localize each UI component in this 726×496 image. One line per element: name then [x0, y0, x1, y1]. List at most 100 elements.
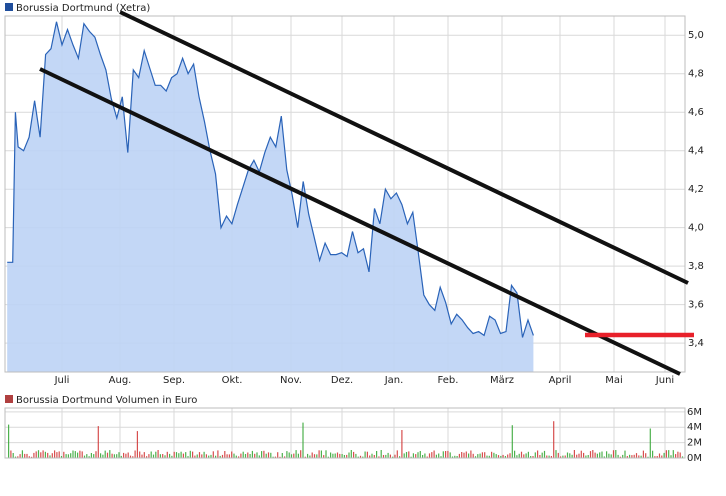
upper-trend-line — [119, 10, 689, 285]
volume-bar — [518, 453, 520, 458]
volume-bar — [608, 453, 610, 458]
volume-bar — [553, 421, 555, 458]
volume-bar — [633, 454, 635, 458]
volume-bar — [81, 451, 83, 458]
volume-bar — [60, 456, 63, 458]
volume-bar — [394, 454, 396, 458]
volume-bar — [187, 456, 189, 458]
volume-bar — [242, 451, 244, 458]
volume-bar — [640, 455, 642, 458]
volume-bar — [297, 453, 299, 458]
volume-bar — [514, 450, 516, 458]
volume-bar — [224, 451, 226, 458]
volume-bar — [658, 453, 661, 458]
volume-bar — [341, 454, 343, 458]
volume-bar — [293, 453, 295, 458]
volume-bar — [546, 455, 548, 458]
volume-bar — [431, 452, 433, 458]
volume-bar — [88, 456, 90, 458]
volume-bar — [681, 456, 684, 458]
volume-bar — [54, 450, 56, 458]
volume-bar — [166, 451, 168, 458]
volume-bar — [477, 454, 479, 458]
volume-bar — [564, 455, 566, 458]
volume-bar — [557, 452, 559, 458]
volume-bar — [396, 450, 398, 458]
volume-bar — [339, 453, 341, 458]
volume-bar — [405, 452, 408, 458]
price-y-tick-label: 4,8 — [688, 69, 704, 80]
volume-y-tick-label: 0M — [687, 453, 702, 464]
volume-bar — [647, 456, 649, 458]
volume-bar — [86, 454, 88, 458]
volume-bar — [51, 453, 53, 458]
volume-bar — [484, 452, 486, 458]
volume-bar — [249, 454, 251, 458]
volume-bar — [445, 451, 447, 458]
volume-bar — [569, 453, 571, 458]
volume-bar — [497, 455, 500, 458]
volume-bar — [109, 450, 111, 458]
volume-bar — [433, 450, 435, 458]
volume-bar — [281, 453, 283, 458]
volume-bar — [387, 452, 389, 458]
volume-bar — [424, 453, 426, 458]
volume-bar — [543, 450, 546, 458]
volume-bar — [90, 453, 92, 458]
volume-bar — [555, 450, 557, 458]
volume-bar — [504, 456, 506, 458]
volume-bar — [454, 455, 456, 458]
volume-bar — [458, 453, 460, 458]
volume-bar — [468, 453, 470, 458]
volume-bar — [366, 451, 368, 458]
volume-bar — [403, 453, 405, 458]
price-y-tick-label: 3,4 — [688, 338, 704, 349]
volume-bar — [392, 456, 394, 458]
volume-bar — [212, 451, 214, 458]
volume-bar — [210, 454, 212, 458]
volume-bar — [601, 451, 603, 458]
volume-bar — [357, 456, 359, 458]
volume-bar — [382, 455, 385, 458]
volume-bar — [157, 450, 159, 458]
volume-bar — [77, 452, 79, 458]
volume-bar — [410, 456, 412, 458]
volume-bar — [419, 451, 421, 458]
volume-bar — [415, 454, 417, 458]
volume-bar — [231, 451, 233, 458]
price-y-ticks: 5,0 4,8 4,6 4,4 4,2 4,0 3,8 3,6 3,4 — [688, 30, 704, 349]
volume-bar — [610, 454, 612, 458]
volume-legend-swatch — [5, 395, 13, 403]
volume-bar — [578, 453, 580, 458]
volume-bar — [67, 454, 69, 458]
volume-bar — [286, 451, 288, 458]
volume-bar — [359, 455, 362, 458]
volume-bar — [488, 455, 490, 458]
volume-bar — [509, 453, 511, 458]
volume-bar — [150, 451, 152, 458]
volume-bar — [35, 451, 37, 458]
volume-bar — [127, 452, 129, 458]
volume-bar — [665, 450, 667, 458]
volume-bar — [652, 450, 654, 458]
volume-bar — [456, 456, 458, 458]
volume-bar — [129, 455, 132, 458]
volume-bar — [263, 450, 265, 458]
volume-bar — [493, 452, 495, 458]
volume-bar — [615, 450, 617, 458]
volume-bar — [31, 456, 33, 458]
volume-bar — [412, 453, 414, 458]
volume-bar — [44, 451, 46, 458]
volume-bar — [438, 453, 440, 458]
volume-bars — [8, 421, 684, 458]
volume-bar — [589, 451, 592, 458]
volume-bar — [527, 451, 529, 458]
price-line — [7, 21, 534, 338]
volume-bar — [159, 454, 161, 458]
volume-y-tick-label: 2M — [687, 438, 702, 449]
volume-bar — [385, 454, 387, 458]
volume-bar — [100, 453, 102, 458]
price-x-tick-label: Jan. — [384, 375, 404, 386]
volume-bar — [334, 453, 336, 458]
volume-bar — [661, 455, 663, 458]
